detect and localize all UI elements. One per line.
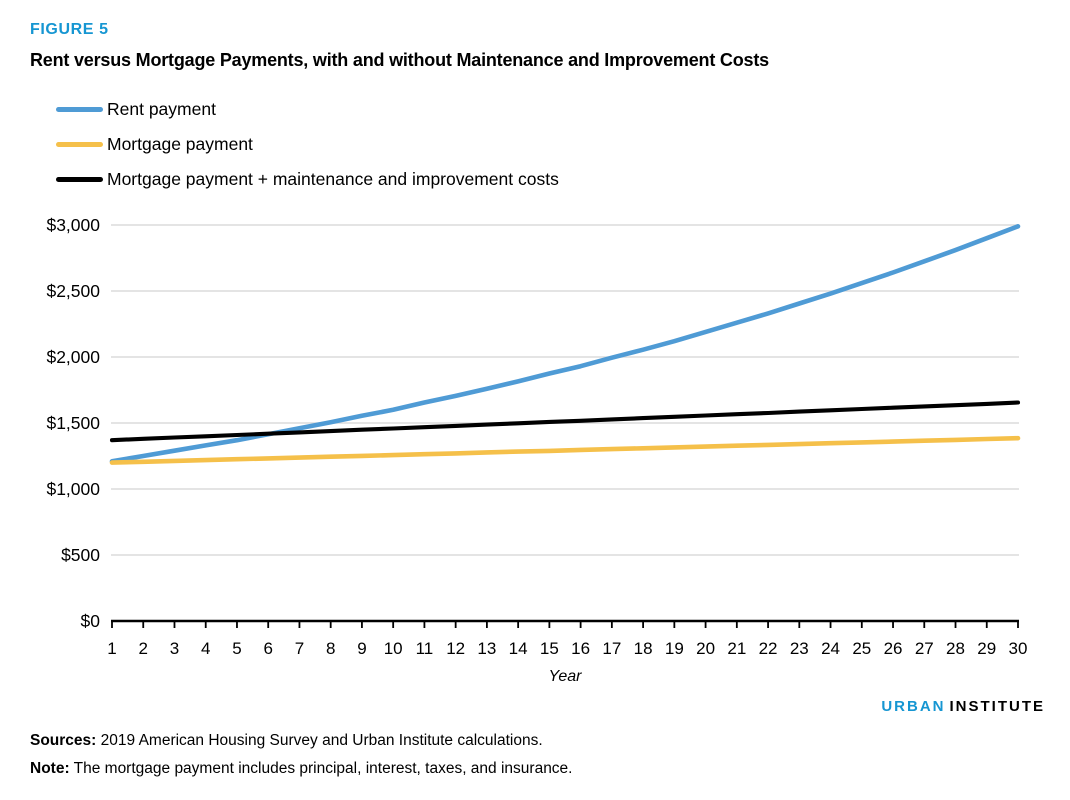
sources-label: Sources:: [30, 732, 97, 749]
rent-line-swatch: [56, 107, 103, 112]
x-tick-labels: 1 2 3 4 5 6 7 8 9 10 11 12 13 14 15 16 17 18 19 20 21 22 23 24 2…: [107, 639, 1027, 658]
x-tick-label: 24: [821, 639, 840, 658]
x-axis-title: Year: [549, 668, 583, 685]
x-tick-label: 15: [540, 639, 559, 658]
y-tick-label: $2,000: [46, 347, 100, 367]
x-tick-label: 27: [915, 639, 934, 658]
y-tick-label: $1,500: [46, 413, 100, 433]
legend-label-mortgage-plus-maintenance: Mortgage payment + maintenance and impro…: [107, 169, 559, 189]
chart-legend: Rent payment Mortgage payment Mortgage p…: [56, 92, 559, 197]
x-tick-label: 23: [790, 639, 809, 658]
logo-word-institute: INSTITUTE: [949, 698, 1045, 715]
x-tick-label: 11: [416, 639, 434, 658]
logo-word-urban: URBAN: [881, 698, 946, 715]
x-tick-label: 4: [201, 639, 210, 658]
chart-title: Rent versus Mortgage Payments, with and …: [30, 50, 769, 70]
y-tick-label: $0: [81, 611, 101, 631]
x-tick-label: 28: [946, 639, 965, 658]
x-tick-label: 30: [1009, 639, 1028, 658]
sources-note: Sources: 2019 American Housing Survey an…: [30, 732, 543, 750]
mortgage-line-swatch: [56, 142, 103, 147]
note-text: The mortgage payment includes principal,…: [69, 760, 573, 777]
mortgage-plus-maintenance-line-swatch: [56, 177, 103, 182]
x-tick-label: 10: [384, 639, 403, 658]
x-tick-label: 21: [727, 639, 746, 658]
x-tick-label: 1: [107, 639, 116, 658]
x-tick-label: 7: [295, 639, 304, 658]
legend-item-rent: Rent payment: [56, 92, 559, 127]
x-axis-ticks: [111, 621, 1019, 628]
x-tick-label: 16: [571, 639, 590, 658]
x-tick-label: 26: [884, 639, 903, 658]
x-tick-label: 25: [852, 639, 871, 658]
x-tick-label: 18: [634, 639, 653, 658]
y-tick-label: $500: [61, 545, 100, 565]
x-tick-label: 14: [509, 639, 528, 658]
x-tick-label: 19: [665, 639, 684, 658]
x-tick-label: 8: [326, 639, 335, 658]
legend-item-mortgage-plus-maintenance: Mortgage payment + maintenance and impro…: [56, 162, 559, 197]
legend-label-mortgage: Mortgage payment: [107, 134, 253, 154]
x-tick-label: 6: [263, 639, 272, 658]
note-label: Note:: [30, 760, 70, 777]
x-tick-label: 20: [696, 639, 715, 658]
x-tick-label: 3: [170, 639, 179, 658]
figure-label: FIGURE 5: [30, 21, 109, 38]
x-tick-label: 12: [446, 639, 465, 658]
x-tick-label: 29: [977, 639, 996, 658]
legend-item-mortgage: Mortgage payment: [56, 127, 559, 162]
x-tick-label: 5: [232, 639, 241, 658]
note-line: Note: The mortgage payment includes prin…: [30, 760, 573, 778]
series-mortgage-payment-maintenance-and-improvement-costs: [109, 400, 1021, 443]
x-tick-label: 13: [477, 639, 496, 658]
series-rent-payment: [109, 223, 1021, 464]
y-tick-label: $3,000: [46, 215, 100, 235]
x-tick-label: 9: [357, 639, 366, 658]
sources-text: 2019 American Housing Survey and Urban I…: [96, 732, 543, 749]
series-mortgage-payment: [109, 435, 1021, 465]
urban-institute-logo: URBAN INSTITUTE: [881, 698, 1045, 715]
y-tick-label: $2,500: [46, 281, 100, 301]
legend-label-rent: Rent payment: [107, 99, 216, 119]
x-tick-label: 2: [139, 639, 148, 658]
y-tick-label: $1,000: [46, 479, 100, 499]
x-tick-label: 22: [759, 639, 778, 658]
y-tick-labels: $0 $500 $1,000 $1,500 $2,000 $2,500 $3,000: [46, 215, 100, 631]
x-tick-label: 17: [602, 639, 621, 658]
